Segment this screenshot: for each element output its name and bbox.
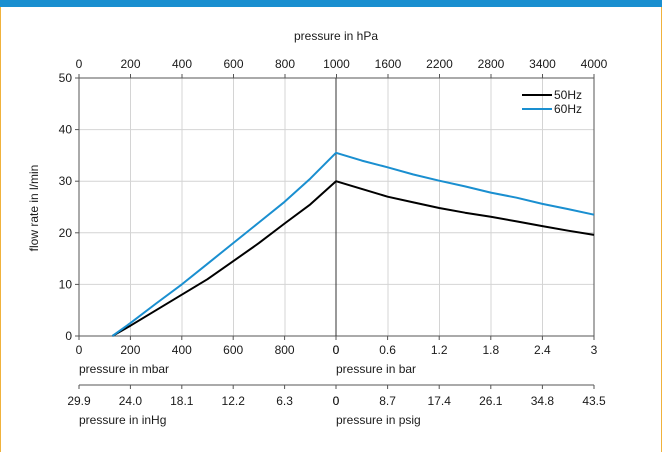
psig-tick-label: 0 [333,394,340,408]
inhg-tick-label: 6.3 [276,394,293,408]
series-layer [111,151,595,337]
top-tick-label: 1600 [375,57,402,71]
y-tick-label: 50 [59,71,73,85]
series-line-50hz [111,180,595,337]
top-tick-label: 2800 [478,57,505,71]
y-tick-label: 20 [59,226,73,240]
psig-tick-label: 34.8 [531,394,555,408]
mbar-tick-label: 600 [223,343,243,357]
y-axis-title: flow rate in l/min [27,165,41,252]
inhg-tick-label: 0 [333,394,340,408]
series-line-60hz [111,151,595,337]
plot-frame [78,77,595,337]
psig-tick-label: 8.7 [379,394,396,408]
inhg-tick-label: 29.9 [67,394,91,408]
top-tick-label: 4000 [581,57,608,71]
psig-tick-label: 43.5 [582,394,606,408]
top-tick-label: 600 [223,57,243,71]
y-tick-label: 40 [59,123,73,137]
mbar-tick-label: 200 [120,343,140,357]
inhg-axis-title: pressure in inHg [79,413,166,427]
bar-tick-label: 0 [333,343,340,357]
bar-axis-title: pressure in bar [336,362,416,376]
psig-axis-title: pressure in psig [336,413,421,427]
top-axis-title: pressure in hPa [294,29,378,43]
y-tick-label: 30 [59,174,73,188]
top-tick-label: 800 [275,57,295,71]
top-accent-bar [0,0,662,7]
mbar-tick-label: 800 [275,343,295,357]
y-tick-label: 10 [59,277,73,291]
bar-tick-label: 1.8 [482,343,499,357]
top-tick-label: 2200 [426,57,453,71]
inhg-tick-label: 12.2 [222,394,246,408]
legend-label-60hz: 60Hz [554,102,582,116]
mbar-axis-title: pressure in mbar [79,362,169,376]
mbar-tick-label: 0 [76,343,83,357]
bar-tick-label: 1.2 [431,343,448,357]
legend-label-50hz: 50Hz [554,88,582,102]
bar-tick-label: 2.4 [534,343,551,357]
inhg-tick-label: 18.1 [170,394,194,408]
top-tick-label: 200 [120,57,140,71]
bar-tick-label: 3 [591,343,598,357]
psig-tick-label: 26.1 [479,394,503,408]
top-tick-label: 0 [76,57,83,71]
left-border [0,7,1,452]
mbar-tick-label: 400 [172,343,192,357]
top-tick-label: 3400 [529,57,556,71]
y-tick-label: 0 [65,329,72,343]
bar-tick-label: 0.6 [379,343,396,357]
psig-tick-label: 17.4 [428,394,452,408]
legend: 50Hz 60Hz [522,88,582,116]
mbar-tick-label: 0 [333,343,340,357]
inhg-tick-label: 24.0 [119,394,143,408]
top-tick-label: 400 [172,57,192,71]
top-tick-label: 1000 [323,57,350,71]
